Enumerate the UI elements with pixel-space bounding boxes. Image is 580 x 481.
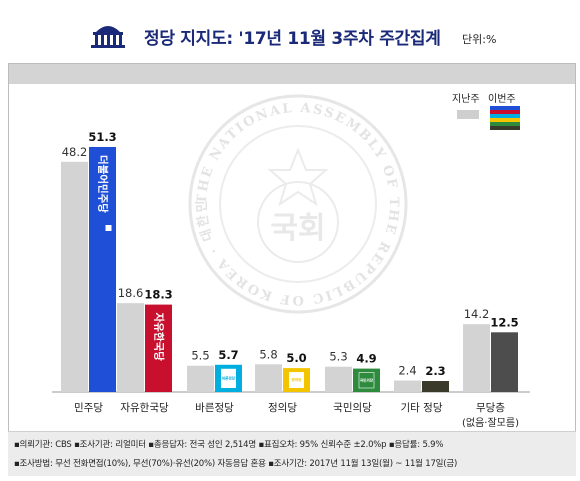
assembly-seal-watermark: THE NATIONAL ASSEMBLY OF THE REPUBLIC OF… — [186, 92, 408, 314]
value-label-previous: 2.4 — [398, 364, 416, 378]
footnote-line-1: ▪의뢰기관: CBS ▪조사기관: 리얼미터 ▪총응답자: 전국 성인 2,51… — [14, 440, 444, 450]
title-row: 정당 지지도: '17년 11월 3주차 주간집계 단위:% — [0, 22, 580, 52]
party-logo-text: 정의당 — [292, 377, 303, 382]
legend-current-stripe — [490, 110, 520, 114]
legend-current-label: 이번주 — [488, 94, 516, 105]
category-label: 무당층 — [476, 402, 505, 414]
value-label-previous: 14.2 — [464, 307, 490, 321]
value-label-previous: 48.2 — [62, 145, 88, 159]
value-label-current: 2.3 — [425, 364, 445, 378]
page-title: 정당 지지도: '17년 11월 3주차 주간집계 — [144, 29, 441, 49]
header-band — [8, 63, 576, 84]
value-label-previous: 5.8 — [259, 347, 277, 361]
value-label-previous: 5.5 — [191, 349, 209, 363]
legend-previous-swatch — [457, 110, 479, 119]
bar-current — [491, 332, 518, 392]
bar-previous — [394, 380, 421, 392]
footnote-line-2: ▪조사방법: 무선 전화면접(10%), 무선(70%)·유선(20%) 자동응… — [14, 459, 458, 469]
party-logo-mark — [105, 225, 112, 231]
category-label: 민주당 — [74, 402, 103, 414]
party-logo-text: 바른정당 — [222, 375, 236, 380]
bar-previous — [463, 324, 490, 392]
legend-current-swatch — [490, 106, 520, 130]
value-label-current: 18.3 — [144, 288, 172, 302]
footnote-box: ▪의뢰기관: CBS ▪조사기관: 리얼미터 ▪총응답자: 전국 성인 2,51… — [8, 431, 576, 476]
assembly-building-icon — [91, 26, 125, 48]
party-logo-badge — [289, 372, 304, 388]
legend-previous-label: 지난주 — [452, 94, 480, 105]
party-logo-text: 국민의당 — [360, 377, 374, 382]
bar-current — [145, 304, 172, 392]
unit-label: 단위:% — [462, 33, 497, 46]
bar-previous — [187, 365, 214, 392]
legend-current-stripe — [490, 122, 520, 126]
party-logo-badge — [221, 368, 236, 388]
category-label: 정의당 — [268, 402, 297, 414]
category-label: 자유한국당 — [120, 402, 169, 414]
bar-current — [89, 147, 116, 392]
bar-previous — [61, 161, 88, 392]
legend-current-stripe — [490, 118, 520, 122]
bar-previous — [117, 303, 144, 392]
category-sublabel: (없음·잘모름) — [462, 416, 519, 429]
legend-current-stripe — [490, 114, 520, 118]
value-label-current: 4.9 — [356, 352, 376, 366]
value-label-current: 51.3 — [88, 130, 116, 144]
legend-current-stripe — [490, 106, 520, 110]
watermark-center-text: 국회 — [270, 211, 325, 246]
value-label-previous: 5.3 — [329, 350, 347, 364]
value-label-previous: 18.6 — [118, 286, 144, 300]
value-label-current: 5.7 — [218, 348, 238, 362]
category-label: 기타 정당 — [401, 402, 443, 414]
party-logo-text: 자유한국당 — [153, 313, 166, 362]
bar-previous — [325, 366, 352, 392]
legend-current-stripe — [490, 126, 520, 130]
bar-previous — [255, 364, 282, 392]
category-label: 바른정당 — [195, 402, 234, 414]
party-logo-badge — [358, 372, 375, 389]
value-label-current: 5.0 — [286, 351, 306, 365]
bar-current — [422, 381, 449, 392]
party-logo-text: 더불어민주당 — [97, 155, 110, 213]
legend: 지난주 이번주 — [452, 90, 522, 138]
category-label: 국민의당 — [333, 402, 372, 414]
value-label-current: 12.5 — [490, 315, 518, 329]
